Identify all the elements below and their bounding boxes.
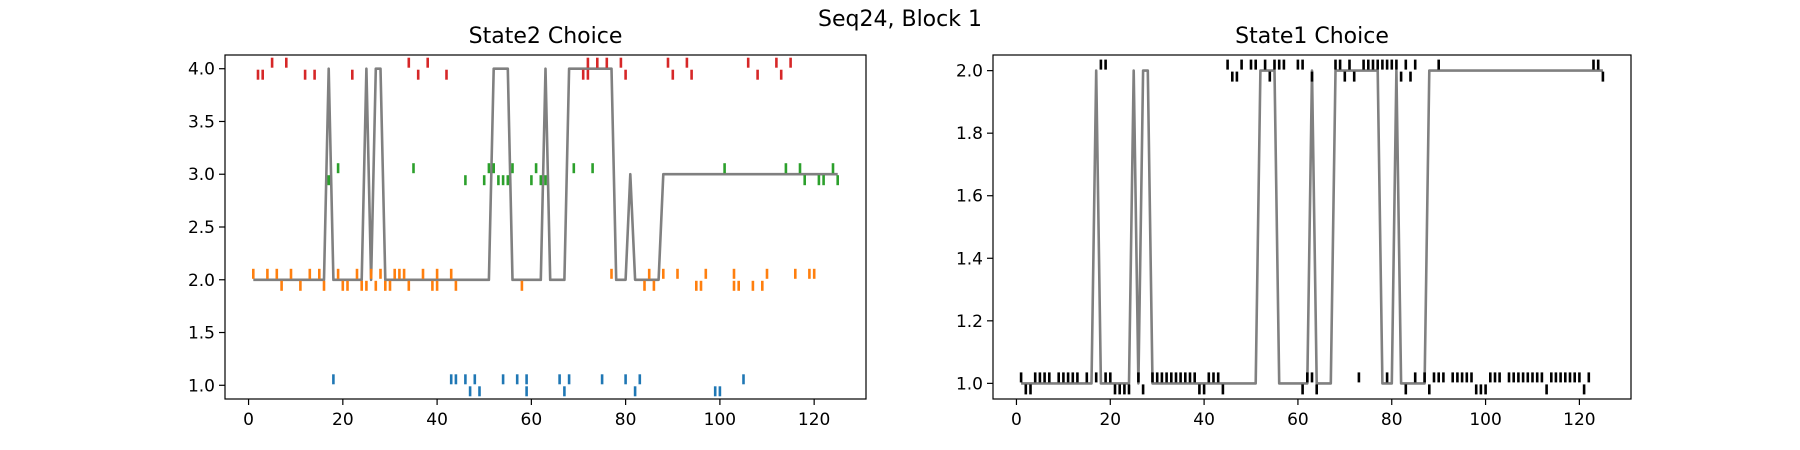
x-tick-label: 20 [1099, 410, 1121, 430]
y-tick-label: 1.2 [956, 312, 983, 332]
choice-line [1021, 69, 1603, 385]
y-tick-label: 3.5 [188, 112, 215, 132]
panel-title: State2 Choice [469, 24, 623, 49]
y-tick-label: 2.0 [956, 62, 983, 82]
y-tick-label: 2.5 [188, 218, 215, 238]
x-tick-label: 120 [798, 410, 830, 430]
x-tick-label: 20 [332, 410, 354, 430]
y-tick-label: 2.0 [188, 271, 215, 291]
x-tick-label: 40 [1193, 410, 1215, 430]
panel-title: State1 Choice [1235, 24, 1389, 49]
y-tick-label: 1.4 [956, 249, 983, 269]
x-tick-label: 80 [615, 410, 637, 430]
y-tick-label: 1.0 [188, 376, 215, 396]
x-tick-label: 60 [521, 410, 543, 430]
axes-frame [992, 54, 1632, 400]
x-tick-label: 120 [1563, 410, 1595, 430]
panel-state1-choice: State1 Choice 0 20 40 60 80 100 120 1.0 1.2 1.4 1.6… [956, 24, 1632, 430]
y-tick-label: 1.8 [956, 124, 983, 144]
x-tick-label: 100 [1469, 410, 1501, 430]
figure-suptitle: Seq24, Block 1 [818, 7, 982, 32]
panel-state2-choice: State2 Choice 0 20 40 60 80 100 120 1.0 1.5 2.0 2.5… [188, 24, 867, 430]
y-tick-label: 1.0 [956, 374, 983, 394]
x-tick-label: 60 [1287, 410, 1309, 430]
x-tick-label: 0 [1011, 410, 1022, 430]
x-tick-label: 100 [704, 410, 736, 430]
x-tick-label: 80 [1381, 410, 1403, 430]
y-tick-label: 1.6 [956, 187, 983, 207]
y-tick-label: 4.0 [188, 60, 215, 80]
x-tick-label: 40 [426, 410, 448, 430]
y-tick-label: 3.0 [188, 165, 215, 185]
x-tick-label: 0 [243, 410, 254, 430]
y-tick-label: 1.5 [188, 324, 215, 344]
choice-line [253, 67, 838, 282]
